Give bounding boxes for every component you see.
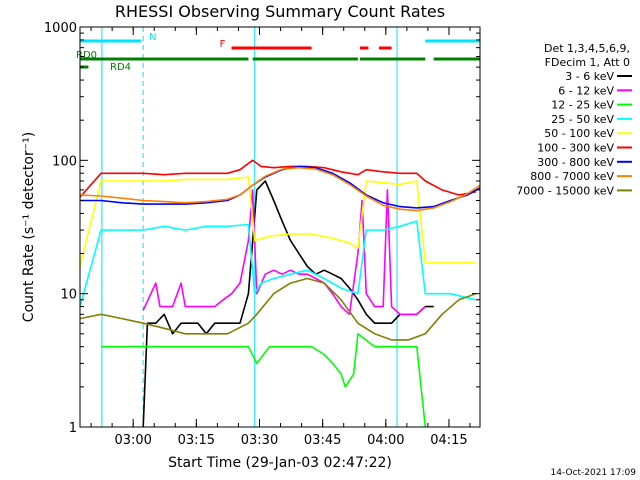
legend-entry-label: 100 - 300 keV [537, 142, 614, 155]
legend-entry-label: 3 - 6 keV [565, 70, 614, 83]
series-line [101, 332, 427, 428]
y-tick-label: 10 [60, 288, 77, 303]
y-tick-label: 1 [69, 421, 77, 436]
series-line [142, 189, 426, 316]
series-line [142, 180, 434, 428]
chart-title: RHESSI Observing Summary Count Rates [115, 2, 445, 21]
series-line [79, 176, 476, 267]
flag-label: RD0 [76, 50, 97, 61]
y-axis-label: Count Rate (s⁻¹ detector⁻¹) [21, 132, 37, 322]
legend-entry-label: 6 - 12 keV [558, 84, 614, 97]
legend-entry-label: 25 - 50 keV [551, 113, 614, 126]
footer-timestamp: 14-Oct-2021 17:09 [551, 468, 637, 478]
x-tick-label: 04:15 [430, 433, 467, 448]
x-tick-label: 03:15 [178, 433, 215, 448]
axes: 1 10 100 1000 03:00 03:15 03:30 03:45 04:00 04:15 [44, 21, 480, 448]
flag-label: N [149, 32, 156, 43]
flag-label: RD4 [110, 62, 131, 73]
legend-entry-label: 12 - 25 keV [551, 99, 614, 112]
series-line [79, 277, 477, 341]
plot-area: N F RD0 RD4 [76, 27, 481, 428]
x-tick-label: 03:00 [114, 433, 151, 448]
legend: Det 1,3,4,5,6,9,FDecim 1, Att 03 - 6 keV… [516, 42, 632, 197]
series-line [79, 166, 481, 212]
legend-header: Det 1,3,4,5,6,9, [544, 42, 630, 55]
y-tick-label: 1000 [44, 21, 77, 36]
y-tick-label: 100 [52, 154, 77, 169]
legend-entry-label: 800 - 7000 keV [530, 170, 614, 183]
legend-header: FDecim 1, Att 0 [545, 56, 630, 69]
x-tick-label: 03:45 [304, 433, 341, 448]
legend-entry-label: 7000 - 15000 keV [516, 184, 614, 197]
legend-entry-label: 300 - 800 keV [537, 156, 614, 169]
plot-frame [79, 26, 481, 428]
x-tick-label: 03:30 [241, 433, 278, 448]
flag-label: F [220, 39, 226, 50]
legend-entry-label: 50 - 100 keV [544, 127, 614, 140]
series-line [79, 220, 476, 307]
series-line [79, 159, 476, 198]
x-tick-label: 04:00 [367, 433, 404, 448]
x-axis-label: Start Time (29-Jan-03 02:47:22) [168, 455, 392, 471]
